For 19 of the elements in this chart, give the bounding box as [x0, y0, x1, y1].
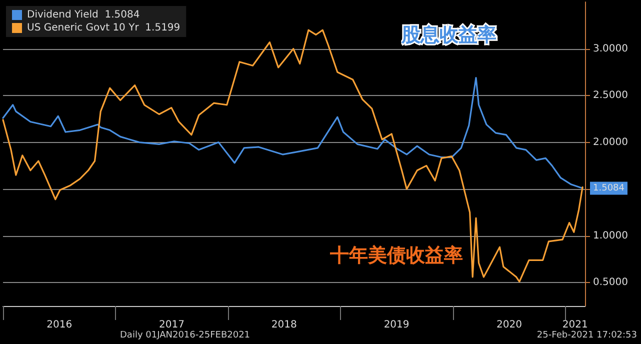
y-tick-label: 0.5000: [593, 277, 628, 288]
annotation: 1.5084: [593, 183, 625, 194]
y-tick-label: 2.0000: [593, 136, 628, 148]
x-tick-label: 2016: [46, 320, 72, 330]
y-tick-label: 3.0000: [593, 43, 628, 54]
x-tick-label: 2020: [496, 320, 522, 330]
x-tick-label: 2021: [562, 320, 588, 330]
legend-label: Dividend Yield 1.5084: [27, 10, 140, 20]
legend-label: US Generic Govt 10 Yr 1.5199: [27, 22, 180, 34]
x-tick-label: 2019: [384, 320, 410, 330]
y-tick-label: 2.5000: [593, 90, 628, 102]
text: Daily 01JAN2016-25FEB2021: [120, 330, 250, 340]
annotation: 股息收益率: [400, 24, 496, 46]
y-tick-label: 1.0000: [593, 230, 628, 242]
line-series: [2, 76, 584, 190]
x-tick-label: 2018: [271, 320, 297, 330]
text: 25-Feb-2021 17:02:53: [536, 330, 638, 340]
x-tick-label: 2017: [159, 320, 184, 330]
annotation: 十年美债收益率: [329, 244, 463, 266]
